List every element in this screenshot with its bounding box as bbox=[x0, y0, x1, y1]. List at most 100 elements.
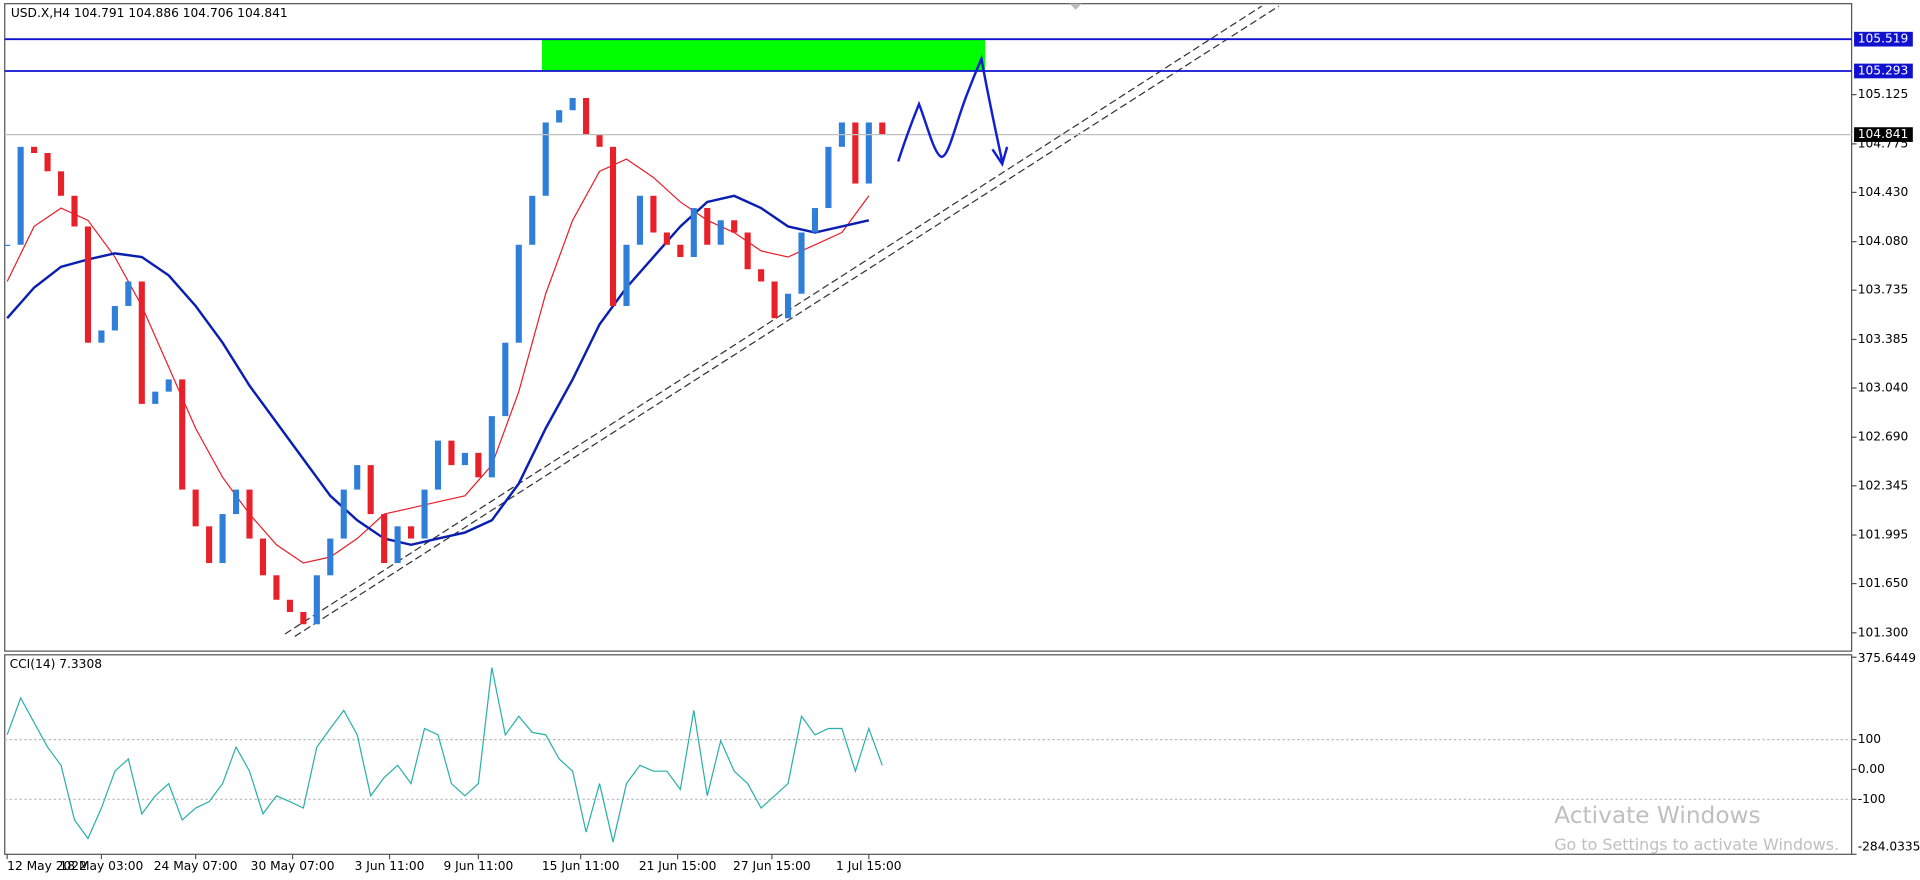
candle bbox=[798, 232, 805, 294]
candle bbox=[636, 195, 644, 245]
candle bbox=[529, 195, 536, 245]
y-tick-label: 105.125 bbox=[1858, 87, 1909, 101]
indicator-line bbox=[6, 667, 883, 843]
candle bbox=[461, 452, 468, 466]
plot: 105.125104.775104.430104.080103.735103.3… bbox=[4, 32, 1920, 873]
candle bbox=[583, 97, 590, 135]
candle bbox=[84, 226, 92, 343]
candle bbox=[515, 244, 522, 343]
price-label-box bbox=[1854, 31, 1913, 47]
moving-average bbox=[6, 158, 870, 564]
chart-title: USD.X,H4 104.791 104.886 104.706 104.841 bbox=[11, 6, 288, 20]
candle bbox=[717, 220, 724, 245]
candle bbox=[811, 208, 819, 233]
candle bbox=[44, 153, 51, 172]
x-tick-label: 3 Jun 11:00 bbox=[355, 859, 425, 873]
candle bbox=[152, 391, 159, 404]
candle bbox=[879, 122, 886, 135]
candle bbox=[98, 330, 105, 343]
candle bbox=[354, 465, 361, 490]
watermark-subtitle: Go to Settings to activate Windows. bbox=[1554, 835, 1839, 854]
y-tick-label: 101.650 bbox=[1858, 576, 1909, 590]
candle bbox=[865, 122, 872, 184]
candle bbox=[771, 281, 778, 319]
candle bbox=[408, 526, 415, 539]
candle bbox=[273, 575, 280, 600]
candle bbox=[246, 489, 253, 539]
candle bbox=[4, 244, 11, 246]
y-tick-label: 0.00 bbox=[1858, 762, 1885, 776]
x-tick-label: 12 May 2022 bbox=[7, 859, 87, 873]
candle bbox=[596, 134, 603, 147]
indicator-title: CCI(14) 7.3308 bbox=[10, 657, 102, 671]
candle bbox=[125, 281, 132, 306]
candle bbox=[758, 269, 765, 282]
candle bbox=[179, 379, 186, 490]
hand-drawn-projection bbox=[897, 54, 1009, 167]
x-tick-label: 18 May 03:00 bbox=[60, 859, 144, 873]
y-tick-label: 104.080 bbox=[1858, 234, 1909, 248]
y-tick-label: 102.690 bbox=[1858, 430, 1909, 444]
y-tick-label: 103.040 bbox=[1858, 380, 1909, 394]
candle bbox=[394, 526, 401, 564]
y-tick-label: 101.995 bbox=[1858, 528, 1909, 542]
y-tick-label: 103.735 bbox=[1858, 283, 1909, 297]
candle bbox=[259, 538, 267, 576]
x-tick-label: 9 Jun 11:00 bbox=[443, 859, 513, 873]
y-tick-label: -100 bbox=[1858, 792, 1886, 806]
candle bbox=[448, 440, 455, 466]
price-label: 104.841 bbox=[1858, 127, 1909, 141]
candle bbox=[650, 195, 657, 233]
watermark-title: Activate Windows bbox=[1554, 802, 1760, 829]
candle bbox=[690, 208, 697, 257]
candle bbox=[704, 208, 711, 245]
candle bbox=[313, 575, 320, 625]
candle bbox=[219, 514, 226, 564]
candle bbox=[165, 379, 172, 392]
price-label-box bbox=[1854, 63, 1913, 79]
x-tick-label: 27 Jun 15:00 bbox=[733, 859, 811, 873]
scroll-marker bbox=[1069, 3, 1082, 10]
x-tick-label: 1 Jul 15:00 bbox=[836, 859, 902, 873]
y-tick-label: 100 bbox=[1858, 732, 1881, 746]
candle bbox=[434, 440, 442, 490]
y-tick-label: 102.345 bbox=[1858, 478, 1909, 492]
x-tick-label: 15 Jun 11:00 bbox=[542, 859, 620, 873]
price-label: 105.293 bbox=[1858, 63, 1909, 77]
price-label-box bbox=[1854, 127, 1913, 142]
candle bbox=[744, 232, 751, 270]
trend-line bbox=[294, 5, 1280, 637]
candle bbox=[31, 146, 38, 154]
candle bbox=[381, 514, 388, 564]
cci-panel-frame bbox=[4, 654, 1853, 855]
candle bbox=[609, 146, 617, 306]
candle bbox=[556, 110, 563, 123]
x-tick-label: 24 May 07:00 bbox=[154, 859, 238, 873]
candle bbox=[488, 416, 495, 478]
candle bbox=[731, 220, 738, 233]
candle bbox=[784, 293, 792, 319]
candle bbox=[623, 244, 630, 306]
price-label: 105.519 bbox=[1858, 32, 1909, 46]
candle bbox=[327, 538, 334, 576]
y-tick-label: 103.385 bbox=[1858, 332, 1909, 346]
x-tick-label: 30 May 07:00 bbox=[251, 859, 335, 873]
candle bbox=[421, 489, 428, 539]
candle bbox=[300, 612, 307, 625]
candle bbox=[502, 342, 509, 417]
candle bbox=[206, 526, 213, 564]
candle bbox=[852, 122, 859, 184]
candle bbox=[17, 146, 24, 245]
y-tick-label: 375.6449 bbox=[1858, 651, 1916, 665]
candle bbox=[677, 244, 684, 257]
supply-zone bbox=[542, 39, 986, 71]
candle bbox=[192, 489, 199, 527]
y-tick-label: 104.430 bbox=[1858, 185, 1909, 199]
candle bbox=[57, 171, 65, 196]
candle bbox=[71, 195, 78, 227]
moving-average bbox=[6, 194, 870, 547]
candle bbox=[367, 465, 374, 515]
